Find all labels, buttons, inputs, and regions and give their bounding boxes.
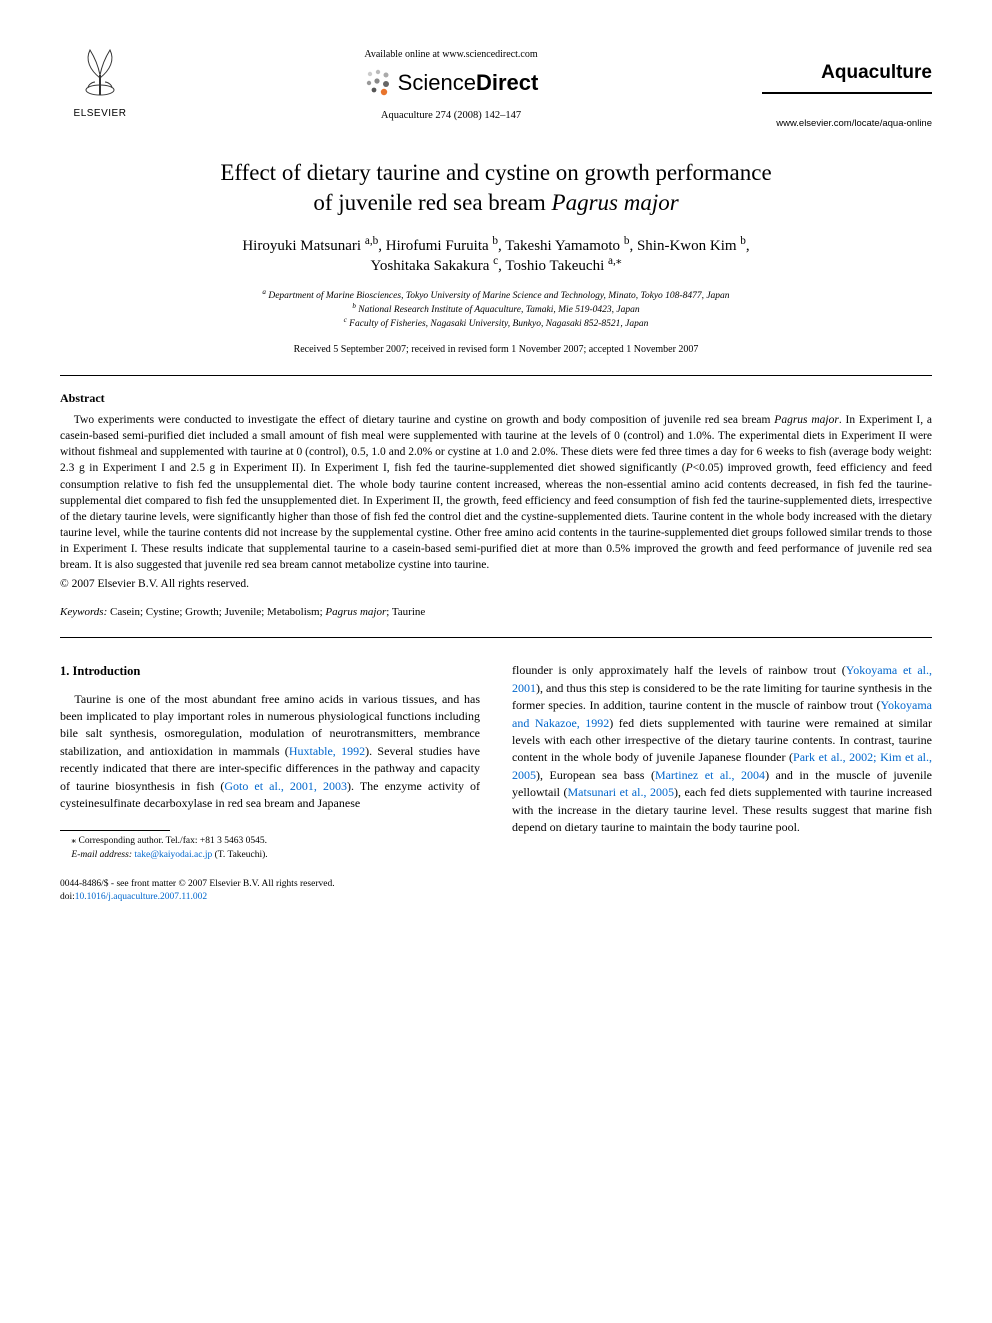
elsevier-logo: ELSEVIER	[60, 40, 140, 120]
journal-reference: Aquaculture 274 (2008) 142–147	[140, 109, 762, 123]
citation-link[interactable]: Matsunari et al., 2005	[567, 785, 673, 799]
citation-link[interactable]: Goto et al., 2001, 2003	[224, 779, 347, 793]
sciencedirect-icon	[364, 68, 392, 96]
article-title: Effect of dietary taurine and cystine on…	[60, 158, 932, 218]
abstract-heading: Abstract	[60, 390, 932, 406]
affiliations: a Department of Marine Biosciences, Toky…	[60, 289, 932, 332]
email-link[interactable]: take@kaiyodai.ac.jp	[134, 850, 212, 860]
page-root: ELSEVIER Available online at www.science…	[0, 0, 992, 945]
divider	[60, 375, 932, 376]
center-header: Available online at www.sciencedirect.co…	[140, 40, 762, 123]
bottom-issn-doi: 0044-8486/$ - see front matter © 2007 El…	[60, 878, 932, 905]
keywords: Keywords: Casein; Cystine; Growth; Juven…	[60, 605, 932, 620]
citation-link[interactable]: Huxtable, 1992	[289, 744, 365, 758]
footnote-separator	[60, 830, 170, 831]
journal-url: www.elsevier.com/locate/aqua-online	[762, 118, 932, 131]
available-online-text: Available online at www.sciencedirect.co…	[140, 48, 762, 62]
doi-link[interactable]: 10.1016/j.aquaculture.2007.11.002	[75, 892, 207, 902]
two-column-body: 1. Introduction Taurine is one of the mo…	[60, 662, 932, 861]
intro-para-1-cont: flounder is only approximately half the …	[512, 662, 932, 836]
authors-list: Hiroyuki Matsunari a,b, Hirofumi Furuita…	[60, 236, 932, 277]
citation-link[interactable]: Martinez et al., 2004	[655, 768, 765, 782]
column-right: flounder is only approximately half the …	[512, 662, 932, 861]
corresponding-author-footnote: ⁎ Corresponding author. Tel./fax: +81 3 …	[60, 835, 480, 862]
intro-para-1: Taurine is one of the most abundant free…	[60, 691, 480, 813]
journal-block: Aquaculture www.elsevier.com/locate/aqua…	[762, 40, 932, 130]
header-row: ELSEVIER Available online at www.science…	[60, 40, 932, 130]
abstract-text: Two experiments were conducted to invest…	[60, 412, 932, 573]
sciencedirect-text: ScienceDirect	[398, 68, 539, 98]
copyright: © 2007 Elsevier B.V. All rights reserved…	[60, 577, 932, 593]
sciencedirect-logo: ScienceDirect	[140, 68, 762, 98]
divider	[60, 637, 932, 638]
elsevier-text: ELSEVIER	[60, 107, 140, 121]
article-dates: Received 5 September 2007; received in r…	[60, 343, 932, 357]
journal-title: Aquaculture	[762, 60, 932, 94]
column-left: 1. Introduction Taurine is one of the mo…	[60, 662, 480, 861]
species-name: Pagrus major	[552, 190, 679, 215]
elsevier-tree-icon	[70, 40, 130, 100]
section-heading: 1. Introduction	[60, 662, 480, 680]
